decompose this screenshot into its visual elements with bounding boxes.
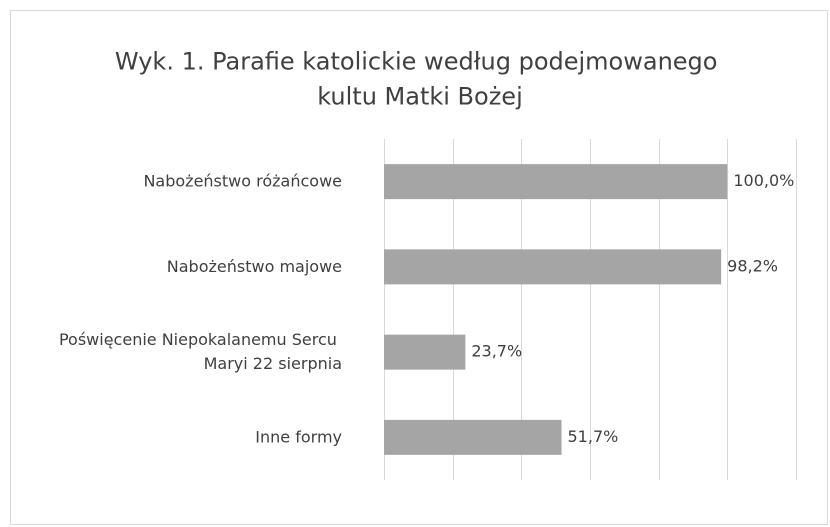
y-tick-label: Poświęcenie Niepokalanemu Sercu Maryi 22…	[59, 330, 342, 373]
data-label: 100,0%	[733, 171, 794, 190]
y-tick-label: Inne formy	[255, 427, 342, 446]
chart-title: Wyk. 1. Parafie katolickie według podejm…	[115, 48, 725, 111]
bar	[384, 334, 466, 370]
bar	[384, 419, 562, 455]
data-label: 23,7%	[471, 342, 522, 361]
y-tick-label: Nabożeństwo majowe	[167, 256, 342, 275]
data-label: 51,7%	[568, 427, 619, 446]
bar	[384, 249, 722, 285]
bar	[384, 164, 728, 200]
y-tick-label: Nabożeństwo różańcowe	[143, 171, 342, 190]
data-label: 98,2%	[727, 256, 778, 275]
